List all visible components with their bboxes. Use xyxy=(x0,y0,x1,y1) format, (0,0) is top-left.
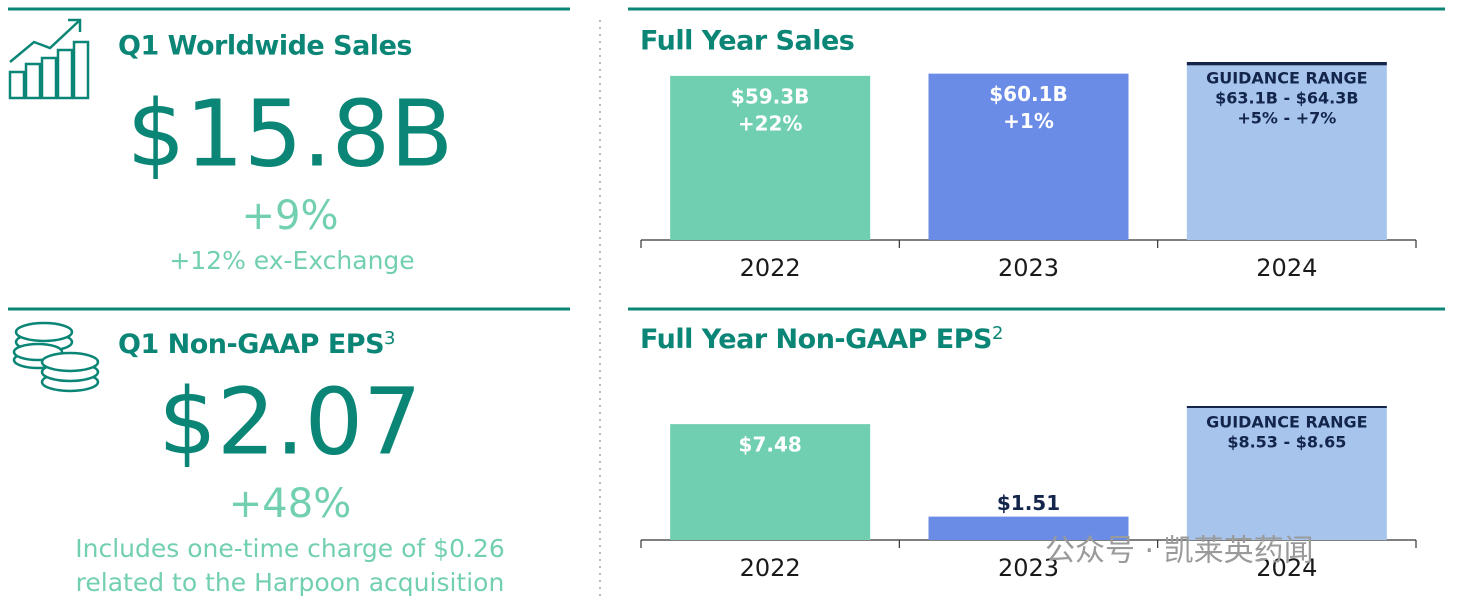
bar xyxy=(928,73,1129,241)
range-growth-label: +5% - +7% xyxy=(1237,109,1336,128)
x-tick-label: 2023 xyxy=(998,554,1059,582)
kpi-value: $2.07 xyxy=(158,368,421,475)
kpi-note: +12% ex-Exchange xyxy=(169,246,414,275)
watermark: 公众号 · 凯莱英药闻 xyxy=(1045,534,1314,569)
kpi-change: +48% xyxy=(229,481,351,527)
x-tick-label: 2022 xyxy=(740,254,801,282)
kpi-title-text: Q1 Non-GAAP EPS xyxy=(118,329,384,360)
value-label: $60.1B xyxy=(989,82,1068,106)
footnote-mark: 3 xyxy=(384,328,395,349)
footnote-mark: 2 xyxy=(992,323,1003,344)
x-tick-label: 2022 xyxy=(740,554,801,582)
range-bar xyxy=(1186,65,1387,240)
kpi-value: $15.8B xyxy=(127,80,454,187)
chart-title: Full Year Sales xyxy=(640,26,854,57)
kpi-change: +9% xyxy=(242,193,339,239)
value-label: $1.51 xyxy=(997,491,1060,515)
bar xyxy=(928,516,1129,540)
value-label: $59.3B xyxy=(731,84,810,108)
x-tick-label: 2024 xyxy=(1256,554,1317,582)
x-tick-label: 2024 xyxy=(1256,254,1317,282)
growth-icon xyxy=(8,18,90,100)
range-cap xyxy=(1186,62,1387,66)
growth-label: +1% xyxy=(1003,109,1054,133)
coins-icon xyxy=(12,321,100,393)
range-label: $8.53 - $8.65 xyxy=(1227,433,1346,452)
value-label: $7.48 xyxy=(739,433,802,457)
growth-label: +22% xyxy=(738,111,803,135)
range-heading: GUIDANCE RANGE xyxy=(1206,69,1368,88)
chart-title-text: Full Year Non-GAAP EPS xyxy=(640,324,992,355)
chart-title: Full Year Non-GAAP EPS2 xyxy=(640,323,1003,355)
range-bar xyxy=(1186,407,1387,540)
bar xyxy=(670,75,871,240)
kpi-title: Q1 Non-GAAP EPS3 xyxy=(118,328,395,360)
kpi-title: Q1 Worldwide Sales xyxy=(118,31,412,62)
range-heading: GUIDANCE RANGE xyxy=(1206,413,1368,432)
kpi-note: Includes one-time charge of $0.26 xyxy=(75,534,505,563)
x-tick-label: 2023 xyxy=(998,254,1059,282)
bar xyxy=(670,424,871,540)
range-label: $63.1B - $64.3B xyxy=(1215,89,1358,108)
range-cap xyxy=(1186,406,1387,408)
kpi-note: related to the Harpoon acquisition xyxy=(76,568,505,597)
